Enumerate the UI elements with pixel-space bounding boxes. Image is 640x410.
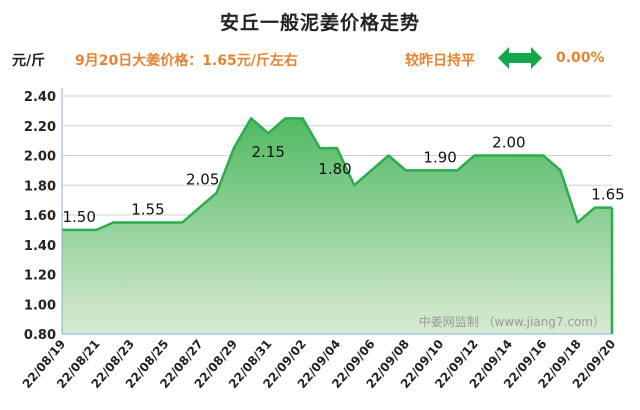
data-label: 2.05 xyxy=(186,171,219,189)
y-tick-label: 1.80 xyxy=(24,179,56,194)
data-label: 2.00 xyxy=(492,134,525,152)
y-tick-label: 2.00 xyxy=(24,150,56,165)
data-label: 1.50 xyxy=(62,208,95,226)
price-area-fill xyxy=(62,118,612,334)
double-arrow-icon xyxy=(498,47,542,69)
y-tick-label: 0.80 xyxy=(24,328,56,343)
data-label: 1.65 xyxy=(591,186,624,204)
data-label: 1.90 xyxy=(423,148,456,166)
y-tick-label: 1.20 xyxy=(24,269,56,284)
y-tick-label: 1.40 xyxy=(24,239,56,254)
y-tick-label: 1.60 xyxy=(24,209,56,224)
y-tick-label: 2.20 xyxy=(24,120,56,135)
chart-title: 安丘一般泥姜价格走势 xyxy=(219,12,420,34)
data-label: 2.15 xyxy=(252,143,285,161)
watermark: 中姜网监制 （www.jiang7.com） xyxy=(419,314,605,329)
price-headline: 9月20日大姜价格：1.65元/斤左右 xyxy=(75,53,298,69)
y-tick-label: 2.40 xyxy=(24,90,56,105)
y-tick-label: 1.00 xyxy=(24,298,56,313)
unit-label: 元/斤 xyxy=(12,53,46,69)
trend-change: 0.00% xyxy=(556,50,605,66)
price-line xyxy=(62,117,612,232)
trend-label: 较昨日持平 xyxy=(405,53,475,69)
data-label: 1.55 xyxy=(131,200,164,218)
data-label: 1.80 xyxy=(318,160,351,178)
